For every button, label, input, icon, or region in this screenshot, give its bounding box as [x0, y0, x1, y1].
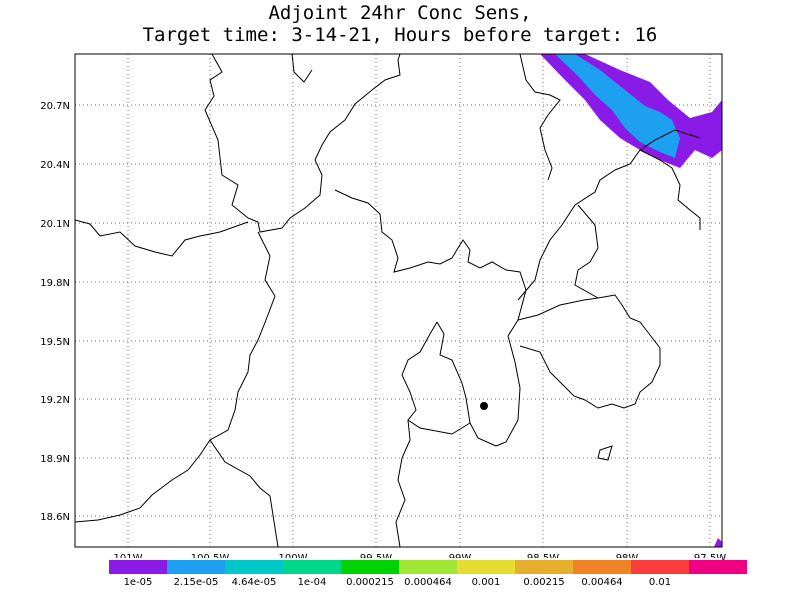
plot-frame	[74, 53, 723, 548]
y-tick-label: 19.5N	[40, 337, 70, 348]
boundary-line	[597, 445, 613, 461]
y-tick-label: 18.9N	[40, 454, 70, 465]
map-title-line1: Adjoint 24hr Conc Sens,	[268, 2, 532, 24]
boundary-line	[291, 54, 313, 83]
receptor-point-marker	[480, 402, 488, 410]
sensitivity-plume	[540, 54, 722, 547]
plume-inner-contour	[555, 54, 680, 158]
color-bar-label: 1e-05	[124, 577, 153, 588]
boundary-line	[517, 294, 661, 409]
boundary-line	[75, 231, 276, 523]
y-tick-label: 19.2N	[40, 395, 70, 406]
color-bar-label: 0.000464	[404, 577, 452, 588]
color-bar-swatch	[631, 560, 689, 574]
color-bar-label: 0.00215	[523, 577, 564, 588]
map-title-line2: Target time: 3-14-21, Hours before targe…	[142, 24, 658, 46]
y-tick-label: 20.1N	[40, 219, 70, 230]
boundary-line	[574, 204, 599, 299]
color-bar-label: 2.15e-05	[174, 577, 219, 588]
boundary-line	[209, 439, 279, 547]
boundary-line	[75, 219, 249, 257]
y-tick-label: 19.8N	[40, 278, 70, 289]
color-bar-label: 0.001	[472, 577, 501, 588]
color-bar-swatch	[515, 560, 573, 574]
color-bar-swatch	[689, 560, 747, 574]
color-bar-label: 0.000215	[346, 577, 394, 588]
y-axis-labels: 20.7N 20.4N 20.1N 19.8N 19.5N 19.2N 18.9…	[40, 101, 70, 523]
boundary-line	[517, 129, 701, 301]
color-bar-label: 0.00464	[581, 577, 622, 588]
color-bar-label: 0.01	[649, 577, 671, 588]
color-bar-labels: 1e-05 2.15e-05 4.64e-05 1e-04 0.000215 0…	[124, 577, 672, 588]
color-bar-label: 1e-04	[298, 577, 327, 588]
boundary-line	[395, 419, 411, 547]
color-bar	[109, 558, 747, 574]
boundary-line	[639, 149, 701, 230]
boundary-line	[204, 54, 401, 233]
boundary-line	[401, 321, 471, 435]
color-bar-swatch	[457, 560, 515, 574]
color-bar-swatch	[283, 560, 341, 574]
y-tick-label: 20.4N	[40, 160, 70, 171]
color-bar-swatch	[109, 560, 167, 574]
color-bar-swatch	[167, 560, 225, 574]
boundary-line	[519, 54, 561, 181]
color-bar-label: 4.64e-05	[232, 577, 277, 588]
state-boundaries	[75, 54, 701, 547]
y-tick-label: 20.7N	[40, 101, 70, 112]
color-bar-swatch	[225, 560, 283, 574]
boundary-line	[334, 189, 527, 447]
plume-corner-spot	[714, 538, 722, 547]
color-bar-swatch	[573, 560, 631, 574]
color-bar-swatch	[341, 560, 399, 574]
boundary-line	[436, 321, 497, 447]
color-bar-swatch	[399, 560, 457, 574]
y-tick-label: 18.6N	[40, 512, 70, 523]
